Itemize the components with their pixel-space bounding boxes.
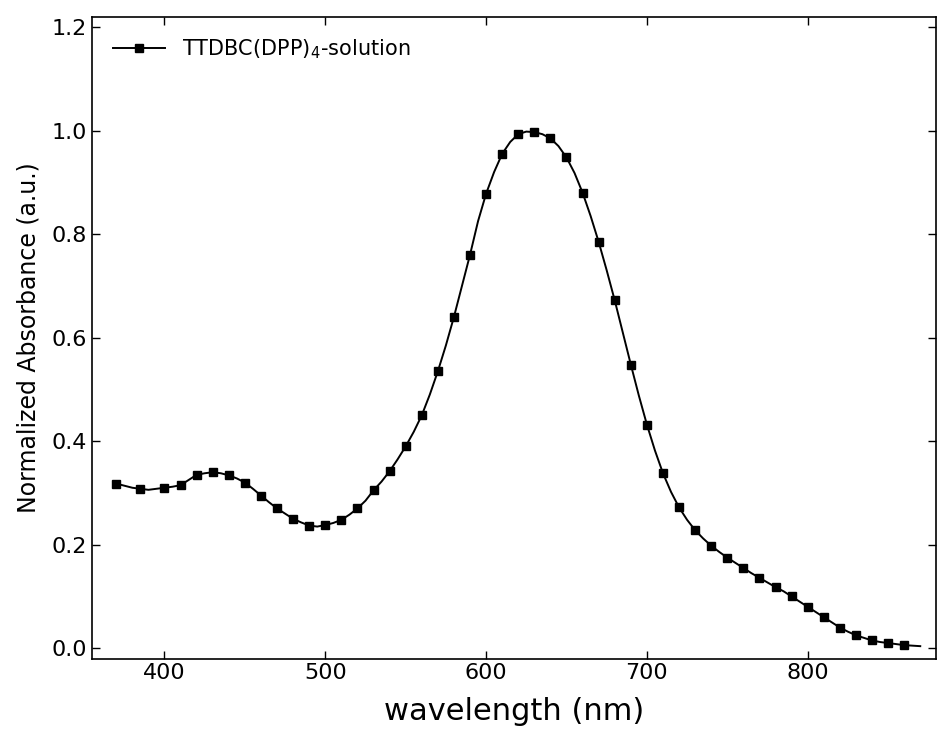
Legend: TTDBC(DPP)$_4$-solution: TTDBC(DPP)$_4$-solution [103, 27, 420, 71]
X-axis label: wavelength (nm): wavelength (nm) [384, 698, 644, 727]
Y-axis label: Normalized Absorbance (a.u.): Normalized Absorbance (a.u.) [16, 162, 41, 513]
